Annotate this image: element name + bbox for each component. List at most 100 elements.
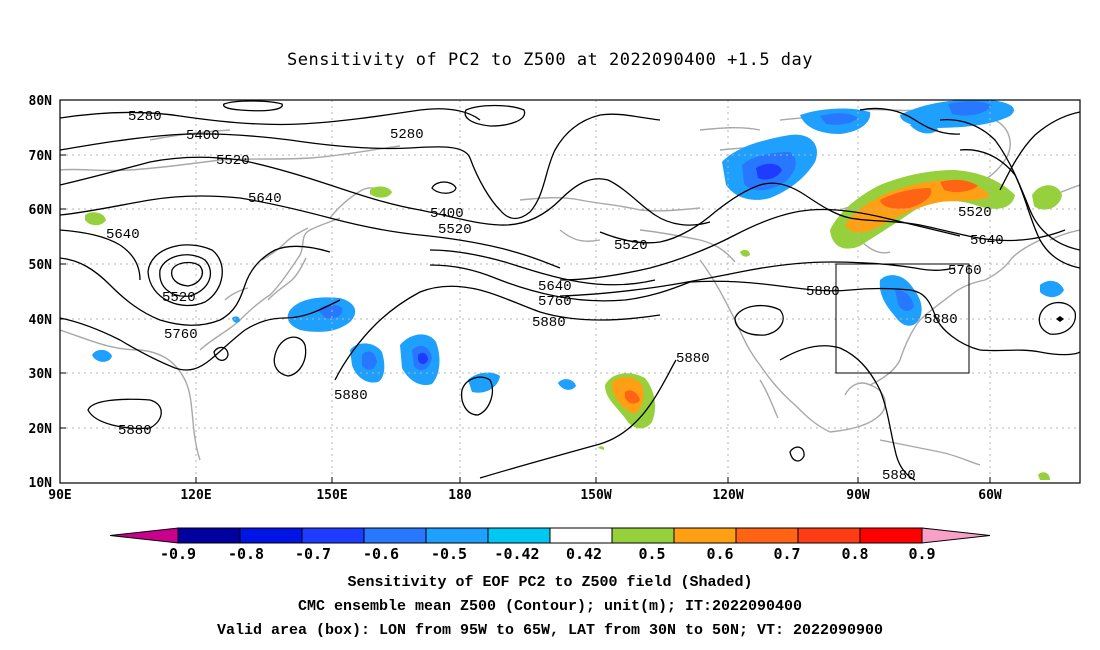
coastline-gulf-mexico <box>829 359 901 433</box>
plot-title: Sensitivity of PC2 to Z500 at 2022090400… <box>286 50 813 70</box>
contour-label: 5880 <box>882 468 916 484</box>
gridlines <box>60 100 1080 483</box>
contour-label: 5640 <box>106 227 140 243</box>
colorbar-segment <box>859 527 923 544</box>
colorbar-label: -0.5 <box>430 545 468 563</box>
contour-label: 5760 <box>538 294 572 310</box>
lat-label: 50N <box>29 258 53 273</box>
colorbar-segment <box>797 527 861 544</box>
colorbar-segment <box>425 527 489 544</box>
coastline-alaska <box>519 197 736 263</box>
lat-label: 80N <box>29 94 53 109</box>
contour-5640-north <box>60 195 561 269</box>
colorbar-segment <box>673 527 737 544</box>
lat-label: 60N <box>29 203 53 218</box>
contour-label: 5520 <box>958 205 992 221</box>
contour-low-ring-2 <box>159 254 212 297</box>
contour-5760-west <box>60 245 331 326</box>
axis-ticks <box>60 99 991 484</box>
contour-na-5880 <box>689 280 1080 356</box>
contour-label: 5880 <box>806 284 840 300</box>
contour-atl-upper <box>999 111 1080 191</box>
colorbar-segment <box>301 527 365 544</box>
colorbar-label: 0.8 <box>841 545 869 563</box>
caption-line-1: Sensitivity of EOF PC2 to Z500 field (Sh… <box>347 574 753 591</box>
colorbar <box>109 527 991 544</box>
colorbar-label: -0.6 <box>362 545 400 563</box>
caption-line-3: Valid area (box): LON from 95W to 65W, L… <box>216 622 884 639</box>
coastline-caribbean <box>879 439 981 466</box>
colorbar-label: 0.9 <box>908 545 936 563</box>
colorbar-label: -0.42 <box>494 545 540 563</box>
colorbar-label: -0.8 <box>227 545 265 563</box>
lat-label: 40N <box>29 313 53 328</box>
z500-contours <box>60 100 1080 481</box>
colorbar-label: 0.5 <box>638 545 666 563</box>
contour-5520-north <box>60 156 711 226</box>
lat-label: 30N <box>29 367 53 382</box>
contour-label: 5880 <box>676 351 710 367</box>
colorbar-label: 0.7 <box>773 545 801 563</box>
colorbar-label: 0.42 <box>565 545 603 563</box>
contour-5280-closed-2 <box>464 104 526 127</box>
colorbar-label: -0.9 <box>159 545 197 563</box>
contour-label: 5880 <box>924 312 958 328</box>
contour-label: 5880 <box>334 388 368 404</box>
contour-label: 5520 <box>614 238 648 254</box>
contour-label: 5880 <box>532 315 566 331</box>
contour-atl-mid <box>959 149 1080 269</box>
contour-label: 5520 <box>162 290 196 306</box>
contour-na-small <box>789 446 805 462</box>
contour-low-ring-3 <box>147 244 223 307</box>
contour-closed-small-1 <box>213 346 229 361</box>
colorbar-segment <box>735 527 799 544</box>
colorbar-segment <box>109 527 179 544</box>
lon-label: 120E <box>180 488 211 503</box>
contour-small-oval-1 <box>431 181 457 194</box>
contour-low-ring-1 <box>170 261 203 287</box>
coastline-japan <box>267 257 307 301</box>
colorbar-segment <box>177 527 241 544</box>
contour-atl-low <box>939 119 1080 251</box>
coastline-na-east <box>899 239 1041 361</box>
contour-label: 5760 <box>948 263 982 279</box>
contour-5880-oval-2 <box>460 376 493 416</box>
lon-label: 150W <box>580 488 611 503</box>
caption-line-2: CMC ensemble mean Z500 (Contour); unit(m… <box>297 598 803 615</box>
contour-label: 5520 <box>438 222 472 238</box>
contour-label: 5280 <box>390 127 424 143</box>
contour-5880-south <box>479 359 677 479</box>
lon-label: 60W <box>978 488 1002 503</box>
lon-label: 90E <box>48 488 71 503</box>
contour-5880-oval-3 <box>87 398 162 430</box>
contour-label: 5880 <box>118 423 152 439</box>
colorbar-segment <box>921 527 991 544</box>
lon-label: 120W <box>712 488 743 503</box>
coastline-na-west <box>699 259 831 433</box>
shading-negative <box>92 100 1064 393</box>
center-marker <box>1056 316 1064 322</box>
colorbar-label: -0.7 <box>294 545 332 563</box>
contour-closed-small-2 <box>273 336 307 377</box>
contour-label: 5640 <box>538 279 572 295</box>
contour-label: 5400 <box>430 206 464 222</box>
contour-labels: 5280 5400 5280 5520 5640 5400 5520 5640 … <box>106 109 1004 484</box>
contour-na-5760 <box>559 261 956 297</box>
contour-label: 5640 <box>248 191 282 207</box>
contour-label: 5400 <box>186 128 220 144</box>
contour-atl-oval <box>1038 301 1077 335</box>
colorbar-segment <box>611 527 675 544</box>
contour-label: 5760 <box>164 327 198 343</box>
lat-label: 20N <box>29 422 53 437</box>
contour-5880-west <box>60 299 341 371</box>
coastline-asia <box>60 217 341 461</box>
lon-label: 180 <box>448 488 472 503</box>
lon-label: 90W <box>846 488 870 503</box>
colorbar-segment <box>363 527 427 544</box>
contour-5280-closed-1 <box>222 100 283 112</box>
contour-na-5640 <box>559 208 961 281</box>
colorbar-label: 0.6 <box>706 545 734 563</box>
contour-5400 <box>60 113 661 220</box>
contour-5880-mid <box>334 285 661 381</box>
